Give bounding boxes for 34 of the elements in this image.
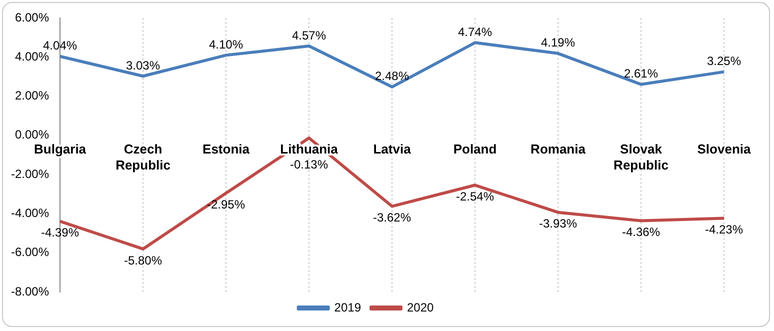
legend-label: 2019 (334, 300, 362, 314)
x-tick-label: Poland (453, 142, 497, 157)
data-label: 4.57% (292, 28, 326, 42)
data-label: 4.19% (540, 36, 576, 50)
legend-label: 2020 (407, 300, 434, 314)
data-label: -2.54% (456, 189, 494, 204)
y-tick-label: 6.00% (14, 10, 50, 24)
data-label: 3.25% (706, 54, 742, 68)
x-tick-label: Slovenia (697, 142, 752, 157)
data-label: -4.23% (704, 222, 744, 237)
data-label: -3.93% (538, 216, 578, 231)
y-tick-label: -8.00% (10, 284, 50, 298)
x-tick-label: Bulgaria (34, 142, 87, 157)
data-label: -4.36% (622, 225, 660, 240)
data-label: 4.74% (458, 24, 492, 39)
y-tick-label: 2.00% (14, 88, 50, 103)
data-label: 2.61% (624, 66, 658, 81)
y-tick-label: 0.00% (14, 128, 50, 142)
data-label: -5.80% (124, 253, 162, 268)
data-label: -3.62% (372, 210, 412, 225)
data-label: 4.10% (209, 38, 244, 52)
x-tick-label: Latvia (373, 142, 412, 157)
data-label: -2.95% (207, 197, 246, 212)
y-tick-label: -6.00% (10, 245, 50, 260)
x-tick-label: Romania (530, 142, 586, 157)
y-tick-label: -2.00% (10, 166, 50, 181)
data-label: 2.48% (374, 69, 410, 84)
data-label: 3.03% (126, 58, 160, 72)
x-tick-label: Czech Republic (116, 142, 170, 173)
x-tick-label: Estonia (202, 142, 250, 157)
x-tick-label: Slovak Republic (614, 142, 668, 173)
y-tick-label: -4.00% (10, 206, 50, 220)
data-label: -4.39% (41, 226, 80, 240)
data-label: -0.13% (290, 158, 328, 172)
